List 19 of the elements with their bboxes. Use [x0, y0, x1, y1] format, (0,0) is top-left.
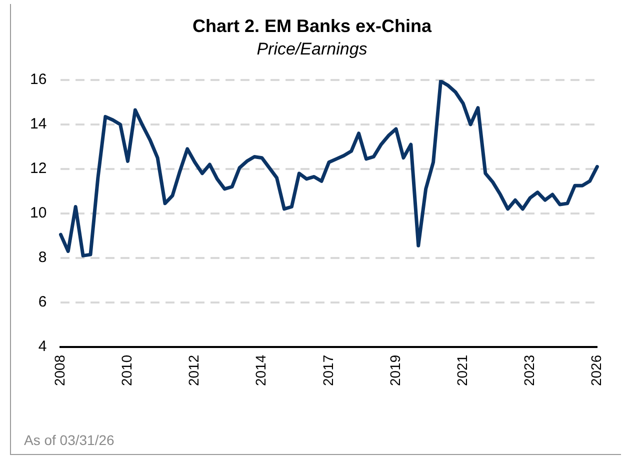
- chart-subtitle: Price/Earnings: [256, 40, 368, 59]
- y-tick-label: 10: [30, 204, 47, 222]
- x-tick-label: 2019: [386, 354, 403, 386]
- x-tick-label: 2008: [52, 354, 68, 386]
- text: As of 03/31/26: [24, 432, 114, 448]
- chart-title: Chart 2. EM Banks ex-China: [192, 16, 433, 36]
- y-tick-label: 4: [38, 338, 47, 355]
- x-tick-label: 2017: [320, 354, 336, 386]
- x-tick-label: 2014: [252, 354, 269, 386]
- y-tick-label: 12: [30, 160, 47, 178]
- y-tick-label: 8: [38, 249, 47, 266]
- x-tick-label: 2021: [454, 354, 470, 386]
- y-tick-label: 14: [30, 116, 47, 133]
- x-tick-label: 2010: [118, 354, 135, 386]
- x-tick-label: 2023: [520, 354, 537, 386]
- x-tick-label: 2026: [588, 354, 604, 386]
- x-tick-label: 2012: [186, 354, 202, 386]
- y-tick-label: 16: [30, 71, 47, 88]
- y-tick-label: 6: [38, 294, 47, 311]
